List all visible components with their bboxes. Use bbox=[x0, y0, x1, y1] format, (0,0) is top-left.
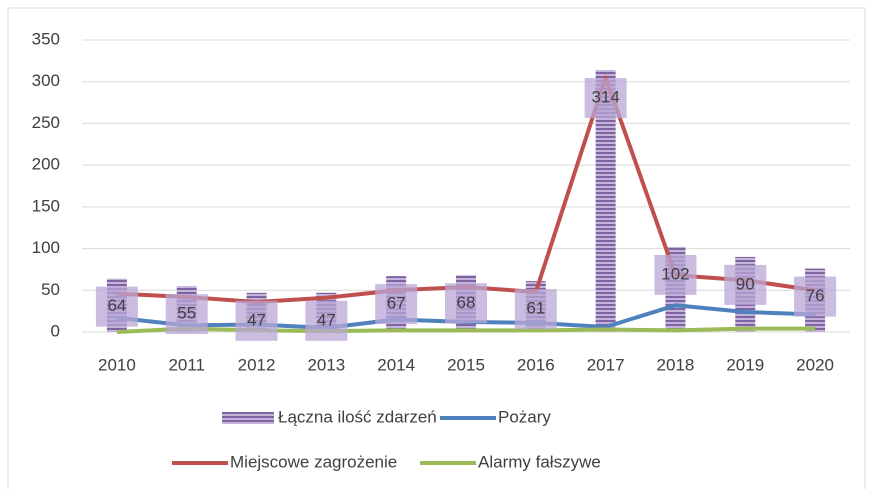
y-tick-label: 100 bbox=[32, 238, 60, 257]
x-tick-label: 2020 bbox=[796, 355, 834, 374]
data-label: 76 bbox=[806, 286, 825, 305]
data-label-box bbox=[165, 294, 208, 335]
data-label-box bbox=[794, 276, 837, 317]
x-tick-label: 2014 bbox=[377, 355, 415, 374]
y-tick-label: 300 bbox=[32, 71, 60, 90]
legend-label: Łączna ilość zdarzeń bbox=[278, 407, 437, 426]
data-label: 61 bbox=[526, 299, 545, 318]
data-label: 55 bbox=[177, 304, 196, 323]
legend-label: Pożary bbox=[498, 407, 551, 426]
x-tick-label: 2017 bbox=[587, 355, 625, 374]
line-series bbox=[116, 326, 816, 334]
y-tick-label: 50 bbox=[41, 280, 60, 299]
data-label-box bbox=[375, 284, 418, 325]
data-label-box bbox=[724, 264, 767, 305]
chart-border bbox=[7, 7, 866, 489]
x-tick-label: 2015 bbox=[447, 355, 485, 374]
x-tick-label: 2011 bbox=[168, 355, 205, 374]
line-series bbox=[116, 75, 816, 304]
legend-label: Miejscowe zagrożenie bbox=[230, 452, 397, 471]
data-label-box bbox=[584, 78, 627, 119]
data-label: 68 bbox=[457, 293, 476, 312]
data-label-box bbox=[445, 283, 487, 324]
data-label: 47 bbox=[317, 310, 336, 329]
data-label-box bbox=[235, 300, 278, 341]
data-label: 314 bbox=[591, 88, 619, 107]
data-label-box bbox=[305, 300, 348, 341]
y-tick-label: 200 bbox=[32, 155, 60, 174]
data-label-box bbox=[654, 254, 697, 295]
y-tick-label: 0 bbox=[51, 321, 60, 340]
data-label: 64 bbox=[107, 296, 126, 315]
legend-swatch bbox=[222, 412, 274, 424]
data-label: 67 bbox=[387, 294, 406, 313]
data-label: 90 bbox=[736, 274, 755, 293]
y-tick-label: 350 bbox=[32, 29, 60, 48]
x-tick-label: 2016 bbox=[517, 355, 555, 374]
x-tick-label: 2018 bbox=[657, 355, 695, 374]
x-tick-label: 2010 bbox=[98, 355, 136, 374]
data-label: 47 bbox=[247, 310, 266, 329]
y-tick-label: 250 bbox=[32, 113, 60, 132]
data-label-box bbox=[95, 286, 138, 327]
y-tick-label: 150 bbox=[32, 196, 60, 215]
bar bbox=[595, 70, 616, 332]
x-tick-label: 2013 bbox=[307, 355, 345, 374]
legend-label: Alarmy fałszywe bbox=[478, 452, 601, 471]
data-label-box bbox=[514, 289, 557, 330]
data-label: 102 bbox=[661, 264, 689, 283]
x-tick-label: 2012 bbox=[238, 355, 276, 374]
x-tick-label: 2019 bbox=[726, 355, 764, 374]
